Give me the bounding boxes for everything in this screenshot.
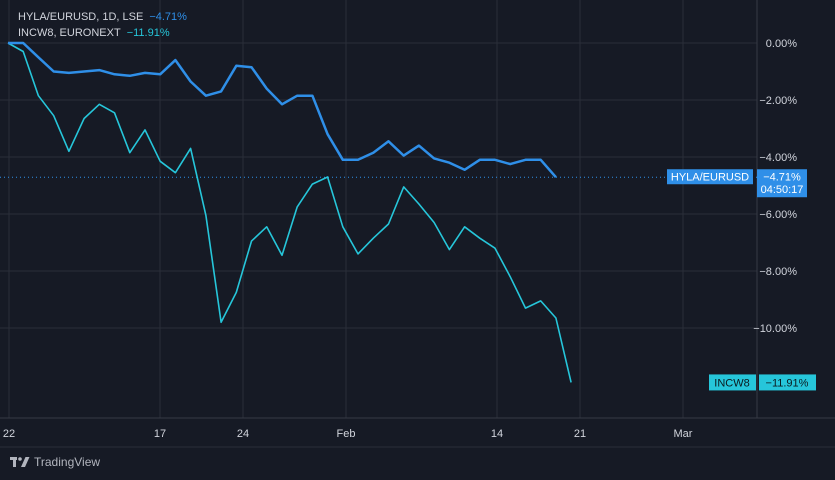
- incw8-price-tag: INCW8 −11.91%: [709, 374, 816, 391]
- x-tick-label: 22: [3, 428, 15, 440]
- hyla-value-label-bg: [757, 169, 807, 198]
- x-tick-label: Mar: [674, 428, 693, 440]
- legend-hyla-change: −4.71%: [149, 11, 187, 23]
- hyla-name-label-bg: [667, 169, 753, 185]
- y-tick-label: 0.00%: [766, 38, 797, 50]
- tradingview-logo-text: TradingView: [34, 455, 101, 469]
- incw8-value-label-bg: [759, 374, 816, 391]
- hyla-price-tag: HYLA/EURUSD −4.71% 04:50:17: [667, 169, 807, 198]
- tradingview-logo-icon: [10, 457, 30, 467]
- x-tick-label: 21: [574, 428, 586, 440]
- y-tick-label: −6.00%: [759, 209, 797, 221]
- y-tick-label: −8.00%: [759, 266, 797, 278]
- x-tick-label: 14: [491, 428, 503, 440]
- legend-row-incw8[interactable]: INCW8, EURONEXT −11.91%: [18, 25, 187, 41]
- incw8-name-label: INCW8: [714, 377, 749, 389]
- chart-legend: HYLA/EURUSD, 1D, LSE −4.71% INCW8, EURONE…: [18, 9, 187, 41]
- legend-hyla-label: HYLA/EURUSD, 1D, LSE: [18, 11, 144, 23]
- x-tick-label: Feb: [337, 428, 356, 440]
- y-tick-label: −4.00%: [759, 152, 797, 164]
- series-line-hyla-eurusd[interactable]: [8, 41, 557, 179]
- grid-lines: [0, 0, 757, 418]
- hyla-name-label: HYLA/EURUSD: [671, 172, 749, 184]
- hyla-countdown-label: 04:50:17: [761, 184, 804, 196]
- x-tick-label: 24: [237, 428, 249, 440]
- price-axis[interactable]: 0.00% −2.00% −4.00% −6.00% −8.00% −10.00%: [753, 38, 797, 335]
- series-layer: [7, 41, 572, 383]
- time-axis[interactable]: 22 17 24 Feb 14 21 Mar: [3, 428, 693, 440]
- y-tick-label: −2.00%: [759, 95, 797, 107]
- y-tick-label: −10.00%: [753, 323, 797, 335]
- legend-row-hyla[interactable]: HYLA/EURUSD, 1D, LSE −4.71%: [18, 9, 187, 25]
- x-tick-label: 17: [154, 428, 166, 440]
- incw8-name-label-bg: [709, 374, 756, 391]
- incw8-value-label: −11.91%: [766, 377, 809, 389]
- hyla-value-label: −4.71%: [763, 172, 801, 184]
- tradingview-logo[interactable]: TradingView: [10, 455, 100, 469]
- series-line-incw8[interactable]: [7, 42, 572, 383]
- legend-incw8-change: −11.91%: [126, 27, 170, 39]
- legend-incw8-label: INCW8, EURONEXT: [18, 27, 121, 39]
